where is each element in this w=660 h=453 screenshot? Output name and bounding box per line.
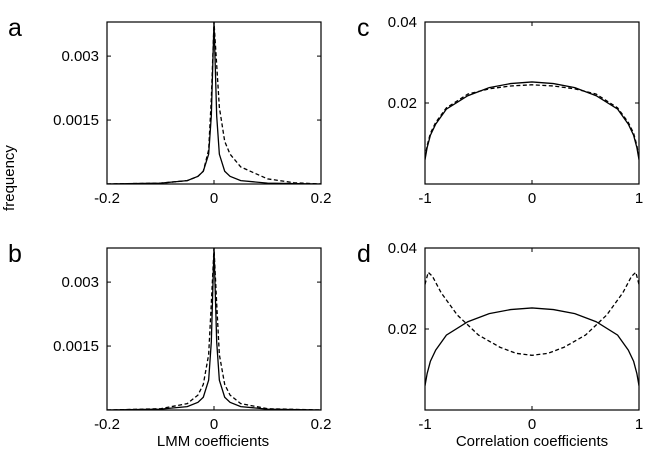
panel-b: b -0.2 0 0.2 0.0015 0.003 [8, 240, 331, 433]
xlabel-left: LMM coefficients [157, 433, 269, 450]
series-line-dashed [425, 84, 639, 158]
x-tick-label: 0 [210, 416, 218, 433]
plot-frame [106, 247, 322, 411]
panel-letter-d: d [357, 240, 371, 268]
panel-letter-b: b [8, 240, 22, 268]
plot-frame [106, 21, 322, 185]
x-tick-label: -1 [418, 416, 431, 433]
y-tick-label: 0.0015 [53, 112, 99, 129]
x-tick-label: -1 [418, 190, 431, 207]
x-tick-label: -0.2 [94, 416, 120, 433]
x-tick-label: 0 [528, 416, 536, 433]
x-tick-label: 0.2 [311, 416, 332, 433]
panel-a: a -0.2 0 0.2 0.0015 0.003 [8, 14, 331, 207]
series-line-solid [425, 307, 639, 386]
xlabel-right: Correlation coefficients [456, 433, 608, 450]
y-tick-label: 0.02 [388, 95, 417, 112]
series-line-dashed [425, 271, 639, 356]
x-tick-label: 1 [635, 190, 643, 207]
panel-letter-a: a [8, 14, 22, 42]
shared-ylabel: frequency [1, 145, 18, 211]
x-tick-label: 0 [528, 190, 536, 207]
series-line-solid [107, 248, 321, 410]
x-tick-label: 1 [635, 416, 643, 433]
panel-d: d -1 0 1 0.02 0.04 [357, 240, 643, 433]
series-line-solid [107, 22, 321, 184]
series-line-solid [425, 81, 639, 160]
panel-c: c -1 0 1 0.02 0.04 [357, 14, 643, 207]
x-tick-label: 0.2 [311, 190, 332, 207]
series-line-dashed [107, 248, 321, 410]
panels-group: a -0.2 0 0.2 0.0015 0.003 b -0.2 0 0.2 0.0015 0.003… [8, 14, 643, 433]
panel-letter-c: c [357, 14, 370, 42]
y-tick-label: 0.0015 [53, 338, 99, 355]
y-tick-label: 0.04 [388, 240, 417, 257]
y-tick-label: 0.04 [388, 14, 417, 31]
x-tick-label: -0.2 [94, 190, 120, 207]
x-tick-label: 0 [210, 190, 218, 207]
y-tick-label: 0.003 [61, 48, 99, 65]
series-line-dashed [107, 22, 321, 184]
y-tick-label: 0.02 [388, 321, 417, 338]
y-tick-label: 0.003 [61, 274, 99, 291]
